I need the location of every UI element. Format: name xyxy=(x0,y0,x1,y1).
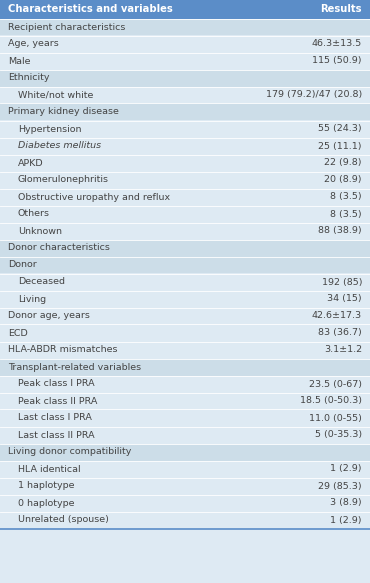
FancyBboxPatch shape xyxy=(0,409,370,427)
Text: Peak class I PRA: Peak class I PRA xyxy=(18,380,95,388)
Text: 5 (0-35.3): 5 (0-35.3) xyxy=(315,430,362,440)
Text: 8 (3.5): 8 (3.5) xyxy=(330,209,362,219)
FancyBboxPatch shape xyxy=(0,444,370,461)
Text: ECD: ECD xyxy=(8,328,28,338)
FancyBboxPatch shape xyxy=(0,342,370,359)
Text: APKD: APKD xyxy=(18,159,44,167)
Text: Living: Living xyxy=(18,294,46,304)
FancyBboxPatch shape xyxy=(0,273,370,290)
Text: 18.5 (0-50.3): 18.5 (0-50.3) xyxy=(300,396,362,406)
Text: Unrelated (spouse): Unrelated (spouse) xyxy=(18,515,109,525)
FancyBboxPatch shape xyxy=(0,52,370,69)
FancyBboxPatch shape xyxy=(0,307,370,325)
Text: 179 (79.2)/47 (20.8): 179 (79.2)/47 (20.8) xyxy=(266,90,362,100)
FancyBboxPatch shape xyxy=(0,290,370,307)
Text: 34 (15): 34 (15) xyxy=(327,294,362,304)
FancyBboxPatch shape xyxy=(0,375,370,392)
FancyBboxPatch shape xyxy=(0,69,370,86)
Text: Others: Others xyxy=(18,209,50,219)
Text: Peak class II PRA: Peak class II PRA xyxy=(18,396,97,406)
Text: 0 haplotype: 0 haplotype xyxy=(18,498,74,507)
FancyBboxPatch shape xyxy=(0,477,370,494)
Text: 192 (85): 192 (85) xyxy=(322,278,362,286)
Text: HLA identical: HLA identical xyxy=(18,465,81,473)
FancyBboxPatch shape xyxy=(0,171,370,188)
FancyBboxPatch shape xyxy=(0,257,370,273)
Text: 23.5 (0-67): 23.5 (0-67) xyxy=(309,380,362,388)
Text: Results: Results xyxy=(320,4,362,14)
Text: Donor: Donor xyxy=(8,261,37,269)
FancyBboxPatch shape xyxy=(0,154,370,171)
FancyBboxPatch shape xyxy=(0,494,370,511)
Text: 25 (11.1): 25 (11.1) xyxy=(319,142,362,150)
FancyBboxPatch shape xyxy=(0,0,370,19)
Text: Transplant-related variables: Transplant-related variables xyxy=(8,363,141,371)
Text: Unknown: Unknown xyxy=(18,227,62,236)
Text: Obstructive uropathy and reflux: Obstructive uropathy and reflux xyxy=(18,192,170,202)
Text: 83 (36.7): 83 (36.7) xyxy=(318,328,362,338)
FancyBboxPatch shape xyxy=(0,138,370,154)
FancyBboxPatch shape xyxy=(0,188,370,205)
FancyBboxPatch shape xyxy=(0,392,370,409)
Text: 20 (8.9): 20 (8.9) xyxy=(324,175,362,184)
Text: Recipient characteristics: Recipient characteristics xyxy=(8,23,125,31)
FancyBboxPatch shape xyxy=(0,461,370,477)
Text: Ethnicity: Ethnicity xyxy=(8,73,50,83)
Text: 1 (2.9): 1 (2.9) xyxy=(330,515,362,525)
Text: 1 (2.9): 1 (2.9) xyxy=(330,465,362,473)
Text: Glomerulonephritis: Glomerulonephritis xyxy=(18,175,109,184)
Text: Male: Male xyxy=(8,57,30,65)
Text: HLA-ABDR mismatches: HLA-ABDR mismatches xyxy=(8,346,118,354)
FancyBboxPatch shape xyxy=(0,19,370,36)
Text: 11.0 (0-55): 11.0 (0-55) xyxy=(309,413,362,423)
Text: White/not white: White/not white xyxy=(18,90,93,100)
Text: Deceased: Deceased xyxy=(18,278,65,286)
Text: Primary kidney disease: Primary kidney disease xyxy=(8,107,119,117)
FancyBboxPatch shape xyxy=(0,121,370,138)
Text: 29 (85.3): 29 (85.3) xyxy=(318,482,362,490)
Text: 3 (8.9): 3 (8.9) xyxy=(330,498,362,507)
Text: Characteristics and variables: Characteristics and variables xyxy=(8,4,173,14)
FancyBboxPatch shape xyxy=(0,223,370,240)
FancyBboxPatch shape xyxy=(0,511,370,529)
Text: Age, years: Age, years xyxy=(8,40,59,48)
FancyBboxPatch shape xyxy=(0,86,370,104)
FancyBboxPatch shape xyxy=(0,359,370,375)
Text: 115 (50.9): 115 (50.9) xyxy=(313,57,362,65)
Text: 3.1±1.2: 3.1±1.2 xyxy=(324,346,362,354)
Text: Hypertension: Hypertension xyxy=(18,125,81,134)
Text: 8 (3.5): 8 (3.5) xyxy=(330,192,362,202)
Text: 42.6±17.3: 42.6±17.3 xyxy=(312,311,362,321)
Text: Last class I PRA: Last class I PRA xyxy=(18,413,92,423)
FancyBboxPatch shape xyxy=(0,427,370,444)
Text: Last class II PRA: Last class II PRA xyxy=(18,430,95,440)
FancyBboxPatch shape xyxy=(0,104,370,121)
Text: 22 (9.8): 22 (9.8) xyxy=(324,159,362,167)
Text: Donor age, years: Donor age, years xyxy=(8,311,90,321)
Text: 55 (24.3): 55 (24.3) xyxy=(318,125,362,134)
Text: Living donor compatibility: Living donor compatibility xyxy=(8,448,131,456)
FancyBboxPatch shape xyxy=(0,240,370,257)
Text: 88 (38.9): 88 (38.9) xyxy=(318,227,362,236)
Text: 1 haplotype: 1 haplotype xyxy=(18,482,74,490)
Text: Donor characteristics: Donor characteristics xyxy=(8,244,110,252)
FancyBboxPatch shape xyxy=(0,325,370,342)
Text: 46.3±13.5: 46.3±13.5 xyxy=(312,40,362,48)
FancyBboxPatch shape xyxy=(0,36,370,52)
Text: Diabetes mellitus: Diabetes mellitus xyxy=(18,142,101,150)
FancyBboxPatch shape xyxy=(0,205,370,223)
